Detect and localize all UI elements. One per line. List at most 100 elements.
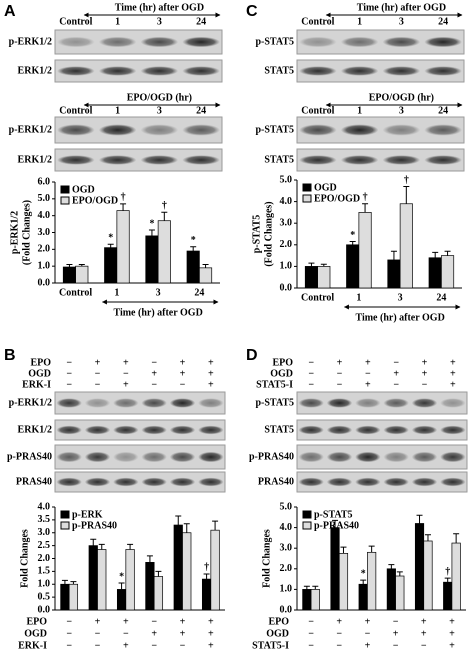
error-bar: [148, 229, 155, 236]
band: [84, 425, 111, 435]
y-axis-label: (Fold Changes): [21, 200, 32, 265]
blot-label: p-PRAS40: [249, 451, 294, 462]
significance-marker: *: [350, 230, 355, 241]
condition-name: OGD: [266, 628, 289, 639]
band: [326, 477, 353, 487]
bar: [173, 524, 183, 611]
band: [340, 66, 379, 76]
error-bar: [444, 250, 451, 256]
condition-name: EPO: [272, 357, 293, 368]
condition-sign: +: [450, 357, 456, 368]
lane-label: 1: [115, 16, 120, 27]
blot: [54, 419, 226, 441]
condition-sign: +: [393, 628, 399, 639]
condition-sign: −: [95, 368, 101, 379]
y-tick-label: 2.0: [38, 553, 51, 564]
significance-marker: †: [363, 192, 368, 203]
error-bar: [368, 545, 375, 553]
y-tick-label: 6.0: [38, 176, 51, 187]
legend-swatch: [302, 510, 312, 519]
significance-marker: †: [404, 175, 409, 186]
band: [98, 66, 137, 76]
y-tick-label: 2.0: [280, 563, 293, 574]
significance-marker: *: [119, 571, 124, 582]
y-tick-label: 0.0: [38, 604, 51, 615]
condition-sign: −: [66, 640, 72, 651]
blot-label: p-STAT5: [255, 36, 294, 47]
y-tick-label: 0.0: [280, 604, 293, 615]
band: [440, 425, 466, 435]
condition-sign: −: [337, 368, 343, 379]
condition-sign: −: [308, 379, 314, 390]
band: [140, 155, 179, 165]
error-bar: [349, 241, 356, 245]
y-axis-label: Fold Changes: [261, 529, 272, 588]
band: [355, 477, 381, 487]
band: [298, 451, 324, 463]
legend-label: OGD: [72, 184, 95, 195]
band: [326, 425, 353, 435]
legend-swatch: [302, 183, 312, 192]
bar: [346, 244, 360, 289]
y-tick-label: 4.0: [280, 522, 293, 533]
bar: [75, 265, 89, 284]
blot-label: PRAS40: [258, 476, 294, 487]
band: [298, 398, 324, 408]
condition-sign: +: [365, 357, 371, 368]
error-bar: [444, 577, 451, 583]
condition-sign: +: [422, 357, 428, 368]
band: [382, 66, 421, 76]
condition-sign: +: [95, 357, 101, 368]
blot-label: STAT5: [264, 65, 294, 76]
bar: [68, 583, 79, 611]
condition-sign: +: [449, 616, 455, 627]
y-tick-label: 0.5: [38, 591, 51, 602]
condition-sign: −: [308, 368, 314, 379]
blot: [54, 444, 226, 470]
lane-label: 1: [357, 105, 362, 116]
y-tick-label: 3.0: [38, 227, 51, 238]
band: [326, 398, 353, 408]
x-tick-label: Control: [301, 292, 334, 303]
condition-sign: +: [180, 368, 186, 379]
bar: [182, 532, 192, 611]
y-tick-label: 1.0: [38, 260, 51, 271]
bar: [116, 589, 127, 611]
bar: [428, 257, 442, 289]
blot-label: p-ERK1/2: [9, 124, 52, 135]
y-tick-label: 1.0: [280, 584, 293, 595]
band: [113, 425, 139, 435]
band: [440, 477, 466, 487]
condition-sign: +: [180, 357, 186, 368]
condition-sign: +: [208, 357, 214, 368]
band: [440, 451, 466, 463]
y-tick-label: 1.0: [38, 579, 51, 590]
y-tick-label: 3.0: [280, 542, 293, 553]
bar: [88, 545, 98, 611]
condition-sign: −: [365, 628, 371, 639]
band: [382, 124, 421, 136]
condition-sign: −: [337, 379, 343, 390]
bar: [423, 540, 433, 611]
band: [169, 451, 196, 463]
legend-label: p-STAT5: [314, 509, 353, 520]
y-tick-label: 0.0: [280, 282, 293, 293]
blot: [296, 391, 468, 415]
blot-label: p-STAT5: [255, 397, 294, 408]
condition-sign: +: [365, 616, 371, 627]
condition-sign: −: [308, 616, 314, 627]
condition-sign: +: [337, 357, 343, 368]
bar: [451, 542, 461, 611]
error-bar: [161, 211, 168, 221]
band: [56, 451, 82, 463]
band: [424, 124, 462, 136]
condition-sign: +: [422, 368, 428, 379]
y-axis-label: (Fold Changes): [263, 201, 274, 266]
condition-sign: +: [208, 616, 214, 627]
band: [355, 425, 381, 435]
bar: [60, 583, 70, 611]
band: [411, 477, 438, 487]
legend-label: p-ERK: [72, 509, 103, 520]
condition-sign: −: [308, 628, 314, 639]
